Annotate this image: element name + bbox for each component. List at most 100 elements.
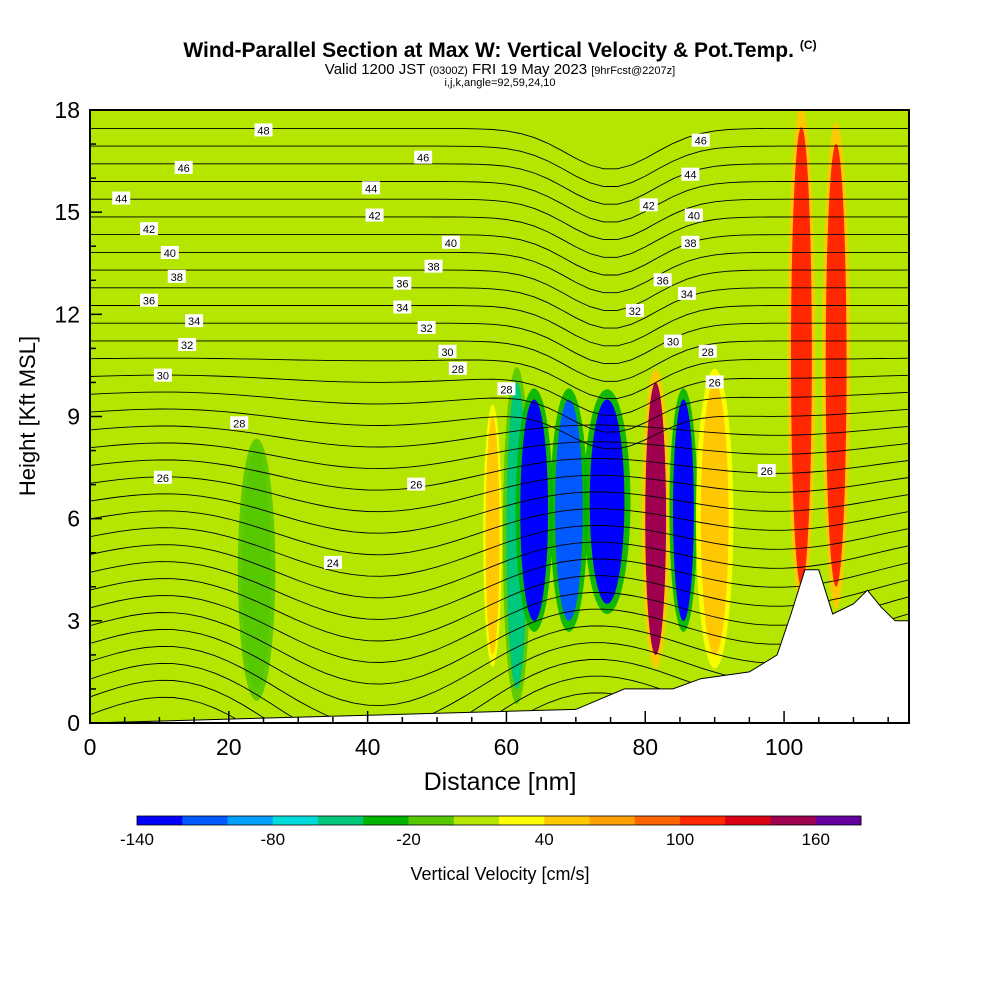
theta-label-box	[365, 208, 384, 222]
theta-label-text: 26	[157, 473, 169, 485]
theta-label-text: 26	[761, 466, 773, 478]
chart-title: Wind-Parallel Section at Max W: Vertical…	[183, 38, 817, 62]
colorbar-swatch	[770, 816, 817, 825]
colorbar-swatch	[408, 816, 455, 825]
theta-contour	[90, 692, 909, 723]
theta-label-text: 36	[396, 279, 408, 291]
theta-contour	[90, 145, 909, 187]
theta-label: 32	[417, 320, 436, 335]
colorbar-swatch	[589, 816, 636, 825]
theta-label-box	[362, 181, 381, 195]
colorbar-swatch	[363, 816, 409, 825]
theta-label-box	[705, 375, 724, 389]
colorbar-tick-label: -140	[120, 830, 154, 849]
theta-label: 26	[407, 477, 426, 492]
theta-label-box	[139, 222, 158, 236]
theta-label-text: 46	[417, 153, 429, 165]
theta-contour	[90, 575, 909, 642]
theta-label: 40	[684, 208, 703, 223]
theta-contour	[90, 441, 909, 470]
colorbar-label: Vertical Velocity [cm/s]	[410, 864, 589, 884]
theta-contour	[90, 234, 909, 276]
theta-contour	[90, 525, 909, 577]
theta-label-box	[757, 463, 776, 477]
theta-label: 42	[639, 198, 658, 212]
theta-label-box	[160, 246, 179, 260]
theta-label-text: 40	[164, 248, 176, 260]
theta-label-text: 34	[681, 289, 693, 301]
velocity-cell	[825, 144, 847, 587]
colorbar-tick-label: 40	[535, 830, 554, 849]
theta-label-text: 28	[500, 384, 512, 396]
colorbar-swatch	[137, 816, 183, 825]
theta-contour	[90, 474, 909, 513]
theta-label: 36	[393, 276, 412, 291]
y-axis: 0 3 6 9 12 15 18	[54, 97, 102, 736]
theta-contour	[90, 340, 909, 382]
theta-contour	[90, 357, 909, 399]
theta-label-text: 32	[420, 323, 432, 335]
theta-label-text: 40	[445, 238, 457, 250]
theta-label-box	[139, 293, 158, 307]
colorbar-tick-label: 100	[666, 830, 694, 849]
theta-label-text: 34	[396, 303, 408, 315]
theta-label-text: 28	[452, 364, 464, 376]
theta-label-box	[424, 259, 443, 273]
theta-label-box	[393, 300, 412, 314]
theta-contours	[90, 127, 909, 723]
colorbar-swatch	[634, 816, 681, 825]
theta-label-box	[167, 269, 186, 283]
colorbar-swatch	[318, 816, 364, 825]
theta-contour	[90, 541, 909, 599]
y-tick-label: 3	[67, 608, 80, 634]
velocity-cell	[673, 399, 694, 621]
theta-label: 38	[681, 235, 700, 250]
theta-labels: 48 46 46 46 44 44 44 42 42 42 40 40 40 38 38 38 36 36 36 34…	[112, 123, 776, 570]
theta-contour	[90, 305, 909, 347]
theta-contour	[90, 391, 909, 433]
theta-label-text: 36	[143, 296, 155, 308]
y-tick-label: 18	[54, 97, 80, 123]
theta-label: 26	[705, 375, 724, 389]
theta-contour	[90, 287, 909, 329]
theta-label: 44	[362, 181, 381, 195]
y-tick-label: 0	[67, 710, 80, 736]
theta-label-box	[438, 344, 457, 358]
x-axis-label: Distance [nm]	[424, 768, 577, 796]
theta-contour	[90, 408, 909, 450]
colorbar-swatch	[499, 816, 545, 825]
theta-label: 42	[139, 222, 158, 236]
theta-contour	[90, 216, 909, 258]
theta-label: 38	[167, 269, 186, 284]
theta-label-box	[230, 416, 249, 430]
theta-label-text: 28	[233, 418, 245, 430]
theta-label-box	[178, 337, 197, 351]
x-tick-label: 40	[355, 734, 381, 760]
theta-contour	[90, 181, 909, 223]
theta-contour	[90, 163, 909, 205]
theta-label-box	[664, 334, 683, 348]
theta-label-box	[681, 235, 700, 249]
colorbar-tick-label: -20	[396, 830, 421, 849]
theta-label-box	[497, 382, 516, 396]
theta-label-box	[112, 191, 131, 205]
theta-label-text: 42	[143, 224, 155, 236]
theta-label: 44	[112, 191, 131, 206]
theta-label-box	[414, 150, 433, 164]
theta-label-text: 46	[178, 163, 190, 175]
theta-contour	[90, 608, 909, 685]
theta-contour	[90, 508, 909, 556]
theta-label-text: 46	[695, 136, 707, 148]
theta-label: 26	[153, 470, 172, 485]
theta-label-text: 32	[181, 340, 193, 352]
theta-label-box	[653, 273, 672, 287]
x-tick-label: 60	[494, 734, 520, 760]
valid-time-line: Valid 1200 JST (0300Z) FRI 19 May 2023 […	[324, 61, 676, 78]
theta-contour	[90, 558, 909, 620]
theta-label: 24	[323, 555, 342, 570]
theta-label-box	[639, 198, 658, 212]
theta-label-box	[174, 160, 193, 174]
theta-label: 28	[448, 361, 467, 376]
colorbar-frame	[136, 815, 862, 826]
